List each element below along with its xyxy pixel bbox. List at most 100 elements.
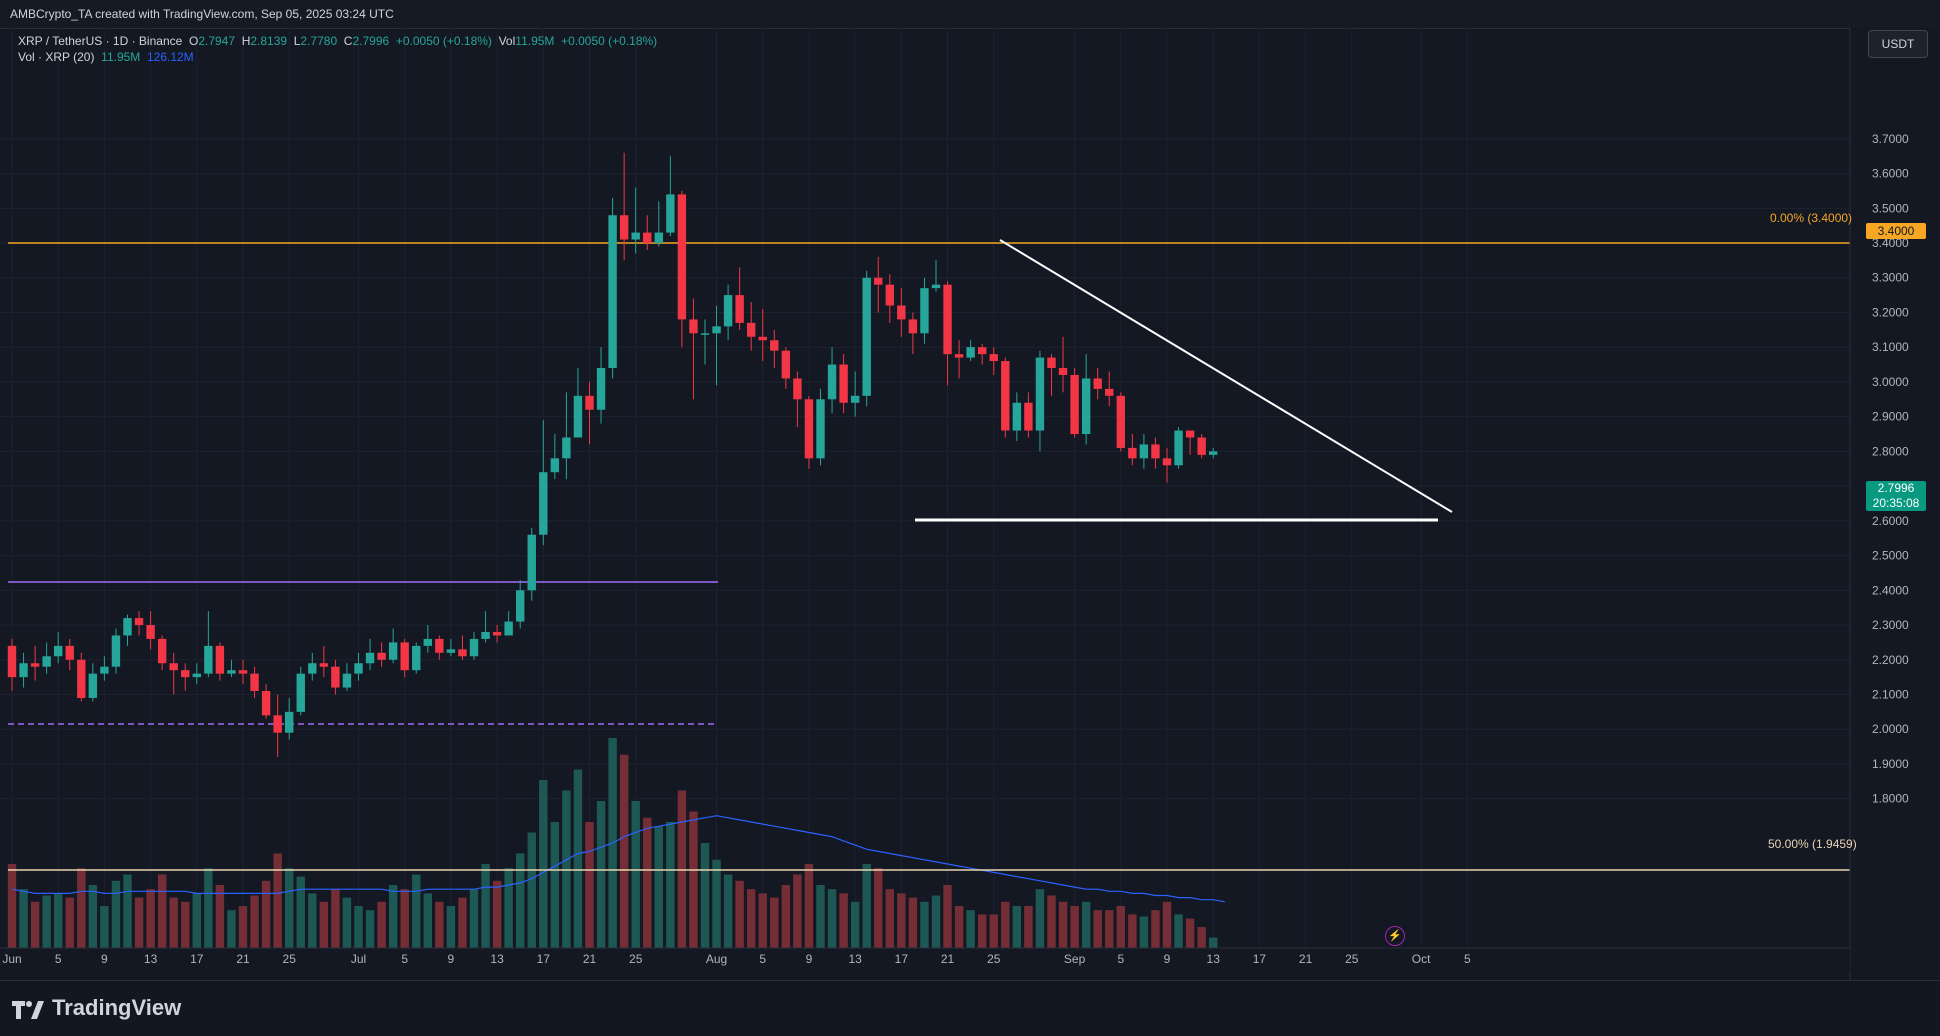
volume-bar bbox=[1185, 918, 1195, 948]
candle-body bbox=[527, 534, 536, 591]
candle-body bbox=[954, 354, 964, 358]
volume-bar bbox=[885, 889, 894, 948]
volume-bar bbox=[285, 868, 294, 948]
candle-body bbox=[608, 215, 617, 369]
candle-body bbox=[1047, 357, 1056, 369]
candle-body bbox=[1093, 378, 1102, 389]
price-tick-label: 1.8000 bbox=[1872, 792, 1909, 806]
volume-bar bbox=[146, 889, 155, 948]
time-tick-label: 17 bbox=[190, 952, 204, 966]
volume-bar bbox=[192, 893, 201, 948]
candle-body bbox=[770, 340, 779, 351]
candle-body bbox=[157, 638, 167, 664]
time-tick-label: Jun bbox=[2, 952, 21, 966]
currency-button[interactable]: USDT bbox=[1868, 30, 1928, 58]
close-value: 2.7996 bbox=[352, 34, 390, 48]
volume-bar bbox=[666, 822, 675, 948]
candle-body bbox=[1012, 402, 1022, 431]
volume-bar bbox=[342, 897, 352, 948]
time-tick-label: 9 bbox=[448, 952, 455, 966]
candle-body bbox=[7, 645, 17, 678]
vol-change-value: +0.0050 (+0.18%) bbox=[561, 34, 658, 48]
close-label: C bbox=[343, 34, 353, 48]
candle-body bbox=[296, 673, 305, 712]
lightning-icon[interactable]: ⚡ bbox=[1385, 926, 1405, 946]
candle-body bbox=[30, 663, 40, 667]
candle-body bbox=[1105, 388, 1114, 396]
price-tick-label: 2.5000 bbox=[1872, 549, 1909, 563]
candle-body bbox=[1185, 430, 1195, 438]
candle-body bbox=[839, 364, 848, 403]
candle-body bbox=[342, 673, 352, 688]
volume-bar bbox=[874, 868, 883, 948]
time-axis-background bbox=[0, 948, 1850, 972]
candle-body bbox=[804, 399, 814, 459]
low-label: L bbox=[293, 34, 301, 48]
fib-0-label: 0.00% (3.4000) bbox=[1770, 211, 1853, 225]
time-tick-label: 13 bbox=[1207, 952, 1221, 966]
symbol-title[interactable]: XRP / TetherUS · 1D · Binance bbox=[18, 34, 183, 48]
volume-bar bbox=[758, 893, 767, 948]
volume-study-value: 11.95M bbox=[101, 50, 141, 64]
candle-body bbox=[689, 319, 698, 334]
brand-name: TradingView bbox=[52, 995, 182, 1020]
last-price: 2.7996 bbox=[1877, 481, 1915, 495]
time-tick-label: 5 bbox=[759, 952, 766, 966]
volume-bar bbox=[423, 893, 432, 948]
time-axis[interactable]: Jun 5 9 13 17 21 25 Jul 5 9 13 17 21 25 Aug 5 9 13 17 21 25 S… bbox=[0, 947, 1850, 972]
volume-bar bbox=[492, 880, 502, 948]
chart-area[interactable]: 3.7000 3.6000 3.5000 3.4000 3.3000 3.2000 3.10… bbox=[0, 28, 1940, 980]
time-tick-label: 13 bbox=[848, 952, 862, 966]
candle-body bbox=[169, 663, 178, 671]
candle-body bbox=[1197, 437, 1206, 455]
volume-bar bbox=[54, 893, 63, 948]
candle-body bbox=[619, 215, 629, 240]
candle-body bbox=[435, 638, 444, 653]
candle-body bbox=[781, 350, 791, 379]
candle-body bbox=[1024, 402, 1033, 431]
descending-trendline[interactable] bbox=[999, 239, 1453, 513]
time-tick-label: 17 bbox=[537, 952, 551, 966]
candle-body bbox=[631, 232, 640, 240]
price-tick-label: 3.3000 bbox=[1872, 271, 1909, 285]
volume-moving-average-line bbox=[11, 815, 1225, 903]
price-tick-label: 2.4000 bbox=[1872, 583, 1909, 597]
volume-ma-value: 126.12M bbox=[146, 50, 194, 64]
volume-bar bbox=[331, 889, 340, 948]
candle-body bbox=[816, 399, 825, 459]
volume-bar bbox=[181, 901, 190, 948]
candle-body bbox=[458, 649, 467, 657]
volume-bar bbox=[7, 864, 17, 948]
time-tick-label: 21 bbox=[941, 952, 955, 966]
candle-body bbox=[481, 631, 490, 639]
volume-study-title[interactable]: Vol · XRP (20) bbox=[18, 50, 95, 64]
volume-bar bbox=[700, 843, 710, 948]
candle-body bbox=[77, 659, 86, 698]
volume-bar bbox=[77, 868, 86, 948]
price-tick-label: 2.3000 bbox=[1872, 618, 1909, 632]
volume-bar bbox=[585, 822, 594, 948]
candle-body bbox=[516, 590, 525, 622]
volume-bar bbox=[354, 906, 363, 948]
candle-body bbox=[920, 288, 929, 334]
volume-bar bbox=[250, 895, 259, 948]
price-chart[interactable]: 3.7000 3.6000 3.5000 3.4000 3.3000 3.2000 3.10… bbox=[0, 28, 1940, 980]
brand[interactable]: TradingView bbox=[12, 995, 181, 1021]
candle-body bbox=[747, 322, 756, 337]
time-tick-label: Oct bbox=[1412, 952, 1431, 966]
price-tick-label: 2.0000 bbox=[1872, 722, 1909, 736]
volume-bar bbox=[619, 754, 629, 948]
volume-bar bbox=[1128, 914, 1137, 948]
candle-body bbox=[388, 642, 398, 660]
volume-bar bbox=[654, 826, 663, 948]
candle-body bbox=[1162, 458, 1172, 466]
volume-bar bbox=[1001, 901, 1010, 948]
volume-bar bbox=[134, 897, 144, 948]
candle-body bbox=[123, 618, 132, 636]
volume-bar bbox=[42, 895, 51, 948]
candle-body bbox=[285, 711, 294, 733]
price-tick-label: 2.6000 bbox=[1872, 514, 1909, 528]
candle-body bbox=[319, 663, 329, 667]
volume-bar bbox=[839, 893, 848, 948]
candle-body bbox=[550, 458, 560, 473]
